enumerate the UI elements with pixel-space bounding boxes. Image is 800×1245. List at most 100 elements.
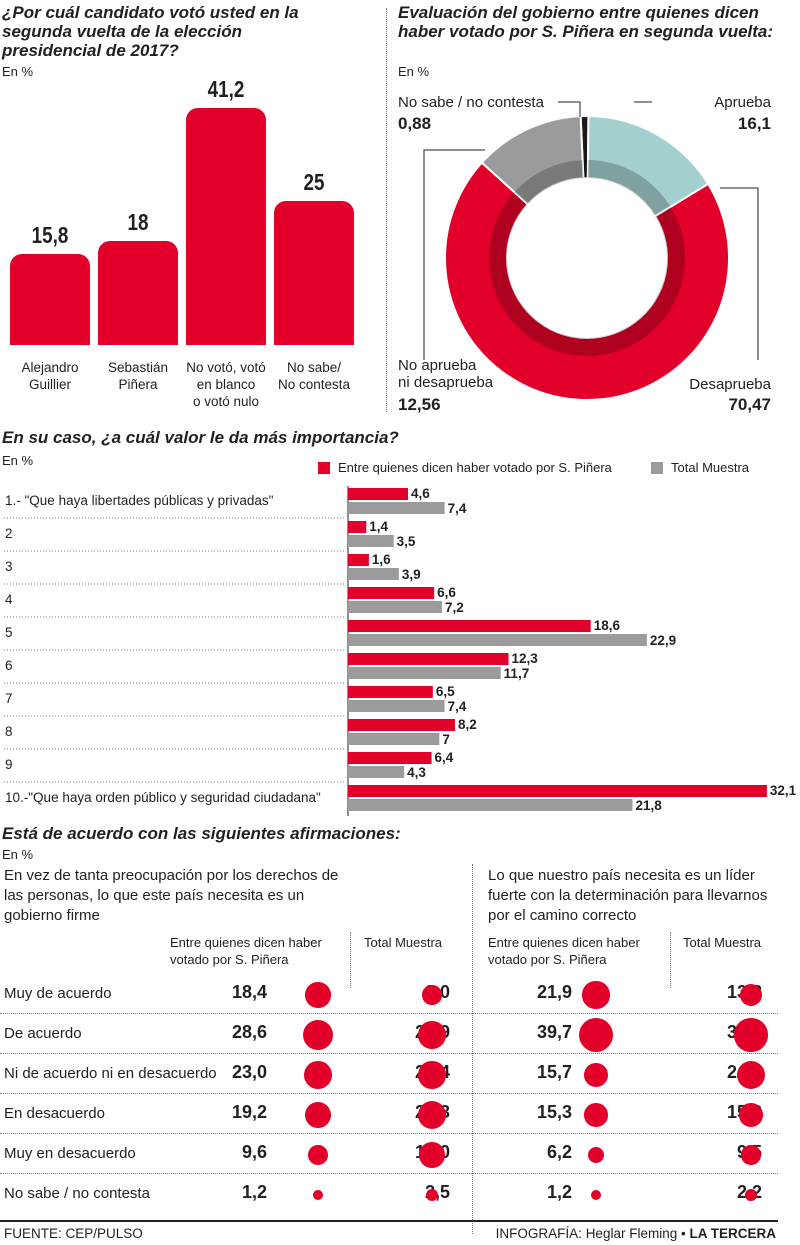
footer-rule: [0, 1220, 778, 1222]
value-label-total: 21,8: [635, 798, 662, 813]
legend-label-total: Total Muestra: [671, 460, 750, 475]
cell-value: 23,0: [231, 1062, 267, 1082]
bar-pinera: [348, 752, 432, 764]
cell-value: 15,7: [536, 1062, 572, 1082]
value-label-total: 4,3: [407, 765, 426, 780]
bar: [186, 108, 266, 345]
donut-inner-ring: [514, 160, 584, 205]
donut-chart: No sabe / no contesta 0,88 Aprueba 16,1 Desa…: [398, 94, 772, 414]
row-divider: [0, 1133, 778, 1134]
value-dot: [305, 982, 331, 1008]
category-label: 7: [5, 691, 13, 706]
value-dot: [744, 1188, 757, 1201]
cell-value: 19,2: [231, 1102, 267, 1122]
bar-value-label: 25: [303, 169, 325, 196]
cell-value: 39,7: [536, 1022, 572, 1042]
value-label-total: 7,4: [448, 699, 467, 714]
value-label-pinera: 32,1: [770, 783, 797, 798]
row-divider: [0, 1053, 778, 1054]
slice-value: 70,47: [728, 395, 771, 414]
value-label-total: 7,4: [448, 501, 467, 516]
category-label: 4: [5, 592, 13, 607]
value-label-pinera: 6,4: [435, 750, 454, 765]
horizontal-bar-chart: 1.- "Que haya libertades públicas y priv…: [4, 486, 797, 816]
row-label: Muy de acuerdo: [4, 985, 112, 1002]
value-dot: [739, 1103, 763, 1127]
panel1-bars: 15,8 Alejandro Guillier 18 Sebastián Piñera…: [0, 0, 380, 410]
value-label-total: 3,5: [397, 534, 416, 549]
slice-label: ni desaprueba: [398, 374, 494, 391]
legend-swatch-pinera: [318, 462, 330, 474]
value-dot: [741, 1145, 761, 1165]
value-dot: [425, 1188, 439, 1202]
bar-pinera: [348, 554, 369, 566]
credit-name: Heglar Fleming: [585, 1226, 678, 1241]
bar-value-label: 15,8: [31, 222, 69, 249]
cell-value: 1,2: [546, 1182, 572, 1202]
slice-value: 0,88: [398, 114, 431, 133]
cell-value: 6,2: [546, 1142, 572, 1162]
value-dot: [304, 1061, 332, 1089]
panel-divider-vertical: [386, 8, 387, 412]
bar-total: [348, 799, 633, 811]
bar-value-label: 18: [127, 209, 149, 236]
bar-total: [348, 568, 399, 580]
leader-line: [423, 149, 485, 360]
bar-total: [348, 634, 647, 646]
row-label: Ni de acuerdo ni en desacuerdo: [4, 1065, 217, 1082]
panel1-unit: En %: [2, 64, 34, 79]
value-dot: [736, 1060, 766, 1090]
panel-government-evaluation: Evaluación del gobierno entre quienes di…: [390, 0, 800, 420]
value-label-pinera: 8,2: [458, 717, 477, 732]
col-header-pinera-2: Entre quienes dicen haber votado por S. …: [488, 935, 640, 967]
bar: [98, 241, 178, 345]
bar-total: [348, 733, 440, 745]
row-label: De acuerdo: [4, 1025, 82, 1042]
bar-pinera: [348, 521, 367, 533]
row-divider: [0, 1173, 778, 1174]
panel2-unit: En %: [398, 64, 430, 79]
donut-slice: [480, 115, 585, 206]
category-label: 9: [5, 757, 13, 772]
panel1-title: ¿Por cuál candidato votó usted en la seg…: [2, 3, 299, 60]
bar-total: [348, 535, 394, 547]
panel3-title: En su caso, ¿a cuál valor le da más impo…: [2, 428, 399, 447]
value-dot: [418, 1021, 446, 1049]
value-dot: [305, 1102, 331, 1128]
bar-pinera: [348, 620, 591, 632]
bar-pinera: [348, 587, 435, 599]
credit-outlet: LA TERCERA: [689, 1226, 777, 1241]
panel-agreement: Está de acuerdo con las siguientes afirm…: [0, 820, 800, 1234]
col-header-total-1: Total Muestra: [364, 935, 443, 950]
value-label-total: 3,9: [402, 567, 421, 582]
legend-label-pinera: Entre quienes dicen haber votado por S. …: [338, 460, 612, 475]
col-header-total-2: Total Muestra: [683, 935, 762, 950]
panel-candidate-vote: ¿Por cuál candidato votó usted en la seg…: [0, 0, 380, 410]
col-divider-2: [670, 932, 671, 988]
category-label: 5: [5, 625, 13, 640]
category-label: 2: [5, 526, 13, 541]
value-label-pinera: 1,6: [372, 552, 391, 567]
legend: Entre quienes dicen haber votado por S. …: [318, 460, 788, 478]
statement-2: Lo que nuestro país necesita es un líder…: [488, 867, 768, 924]
bar-value-label: 41,2: [207, 76, 245, 102]
donut-inner-ring: [587, 160, 671, 217]
value-dot: [418, 1061, 446, 1089]
value-label-pinera: 18,6: [594, 618, 621, 633]
leader-line: [558, 101, 581, 117]
value-dot: [739, 983, 763, 1007]
credit: INFOGRAFÍA: Heglar Fleming • LA TERCERA: [496, 1226, 776, 1241]
legend-swatch-total: [651, 462, 663, 474]
value-dot: [584, 1103, 608, 1127]
bar-pinera: [348, 488, 409, 500]
bar-total: [348, 502, 445, 514]
cell-value: 21,9: [536, 982, 572, 1002]
cell-value: 15,3: [536, 1102, 572, 1122]
donut-inner-ring: [489, 192, 685, 356]
credit-separator: •: [681, 1226, 686, 1241]
value-dot: [582, 981, 610, 1009]
bar-pinera: [348, 719, 456, 731]
bar-category-label: No votó, votó en blanco o votó nulo: [186, 360, 266, 409]
category-label: 3: [5, 559, 13, 574]
value-dot: [308, 1145, 328, 1165]
